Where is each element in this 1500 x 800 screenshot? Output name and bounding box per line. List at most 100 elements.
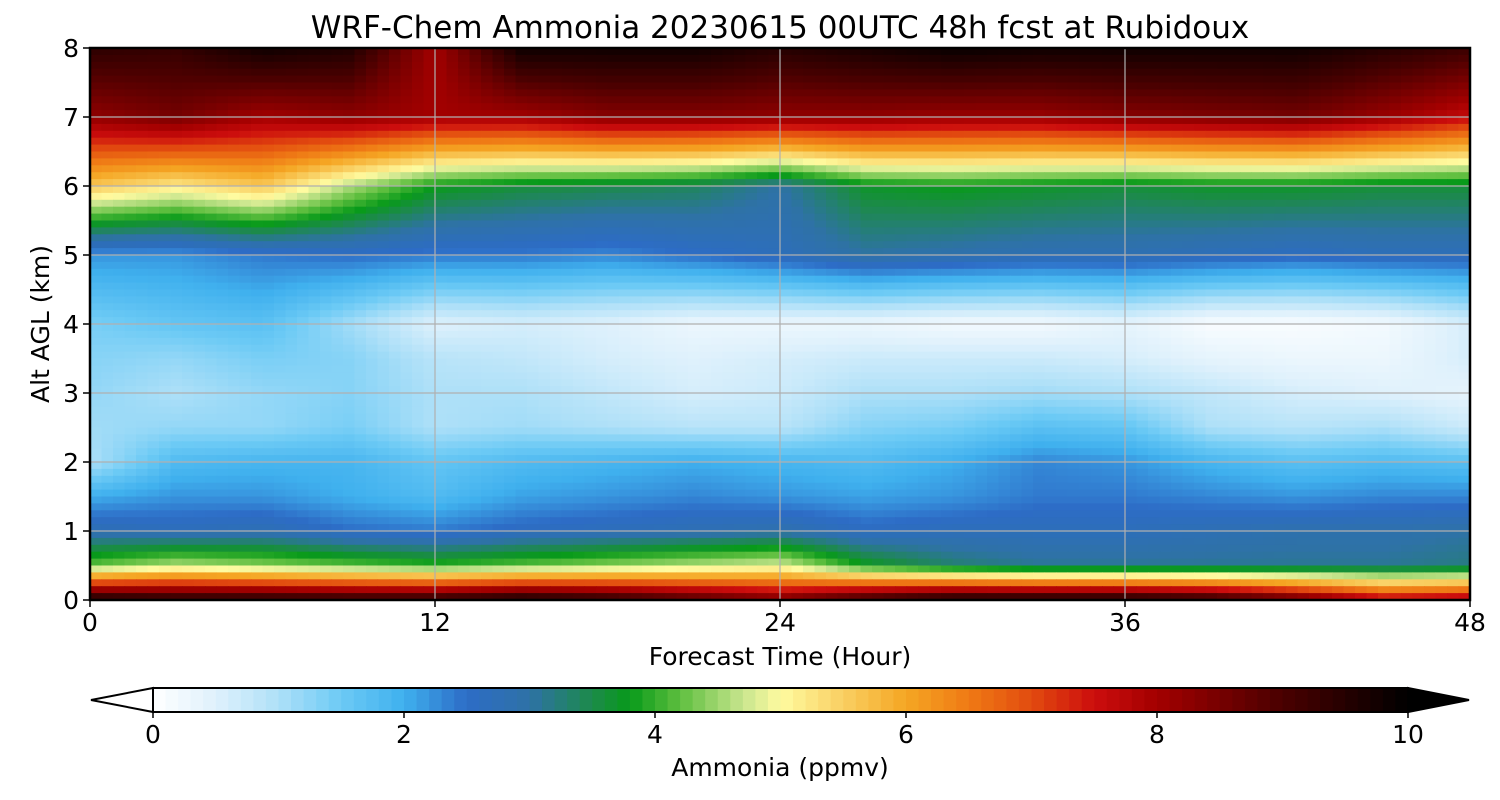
heatmap-cell xyxy=(803,206,816,215)
heatmap-cell xyxy=(1240,255,1253,263)
heatmap-cell xyxy=(331,324,344,332)
heatmap-cell xyxy=(757,186,770,194)
heatmap-cell xyxy=(849,282,862,291)
heatmap-cell xyxy=(1113,179,1126,187)
heatmap-cell xyxy=(170,303,183,311)
heatmap-cell xyxy=(205,117,218,125)
heatmap-cell xyxy=(1286,96,1299,104)
heatmap-cell xyxy=(297,82,310,90)
heatmap-cell xyxy=(1205,206,1218,215)
heatmap-cell xyxy=(1159,289,1172,297)
heatmap-cell xyxy=(124,103,137,111)
heatmap-cell xyxy=(941,220,954,228)
heatmap-cell xyxy=(987,89,1000,97)
heatmap-cell xyxy=(550,117,563,125)
heatmap-cell xyxy=(389,82,402,90)
heatmap-cell xyxy=(515,96,528,104)
heatmap-cell xyxy=(803,165,816,173)
heatmap-cell xyxy=(308,165,321,173)
heatmap-cell xyxy=(952,310,965,318)
heatmap-cell xyxy=(929,165,942,173)
heatmap-cell xyxy=(964,282,977,291)
heatmap-cell xyxy=(561,130,574,139)
heatmap-cell xyxy=(1424,234,1437,242)
heatmap-cell xyxy=(665,123,678,132)
heatmap-cell xyxy=(665,144,678,153)
heatmap-cell xyxy=(423,179,436,187)
heatmap-cell xyxy=(1010,172,1023,180)
heatmap-cell xyxy=(1401,199,1414,208)
heatmap-cell xyxy=(320,268,333,277)
heatmap-cell xyxy=(1194,48,1207,56)
heatmap-cell xyxy=(458,89,471,97)
heatmap-cell xyxy=(1021,54,1034,63)
heatmap-cell xyxy=(320,123,333,132)
heatmap-cell xyxy=(791,96,804,104)
heatmap-cell xyxy=(124,192,137,201)
heatmap-cell xyxy=(469,103,482,111)
heatmap-cell xyxy=(1205,234,1218,242)
heatmap-cell xyxy=(941,296,954,304)
heatmap-cell xyxy=(285,234,298,242)
heatmap-cell xyxy=(515,255,528,263)
heatmap-cell xyxy=(239,165,252,173)
heatmap-cell xyxy=(964,75,977,84)
heatmap-cell xyxy=(1194,61,1207,70)
heatmap-cell xyxy=(906,165,919,173)
heatmap-cell xyxy=(998,268,1011,277)
heatmap-cell xyxy=(895,54,908,63)
heatmap-cell xyxy=(1205,192,1218,201)
heatmap-cell xyxy=(1320,165,1333,173)
heatmap-cell xyxy=(699,75,712,84)
heatmap-cell xyxy=(987,268,1000,277)
heatmap-cell xyxy=(1125,227,1138,235)
heatmap-cell xyxy=(446,330,459,339)
heatmap-cell xyxy=(205,296,218,304)
heatmap-cell xyxy=(883,186,896,194)
heatmap-cell xyxy=(1401,317,1414,325)
heatmap-cell xyxy=(1021,89,1034,97)
heatmap-cell xyxy=(676,68,689,77)
heatmap-cell xyxy=(734,255,747,263)
heatmap-cell xyxy=(711,165,724,173)
heatmap-cell xyxy=(1309,303,1322,311)
heatmap-cell xyxy=(377,330,390,339)
heatmap-cell xyxy=(826,199,839,208)
heatmap-cell xyxy=(584,179,597,187)
heatmap-cell xyxy=(1067,186,1080,194)
heatmap-cell xyxy=(941,213,954,222)
heatmap-cell xyxy=(630,68,643,77)
heatmap-cell xyxy=(101,282,114,291)
heatmap-cell xyxy=(653,158,666,166)
heatmap-cell xyxy=(699,192,712,201)
heatmap-cell xyxy=(699,117,712,125)
heatmap-cell xyxy=(665,61,678,70)
heatmap-cell xyxy=(182,268,195,277)
heatmap-cell xyxy=(1309,179,1322,187)
heatmap-cell xyxy=(90,117,103,125)
heatmap-cell xyxy=(193,220,206,228)
heatmap-cell xyxy=(1435,303,1448,311)
heatmap-cell xyxy=(90,330,103,339)
heatmap-cell xyxy=(550,61,563,70)
heatmap-cell xyxy=(895,289,908,297)
heatmap-cell xyxy=(1240,317,1253,325)
heatmap-cell xyxy=(768,151,781,159)
heatmap-cell xyxy=(1263,75,1276,84)
heatmap-cell xyxy=(734,317,747,325)
heatmap-cell xyxy=(952,206,965,215)
heatmap-cell xyxy=(722,255,735,263)
heatmap-cell xyxy=(1010,54,1023,63)
heatmap-cell xyxy=(481,96,494,104)
heatmap-cell xyxy=(1286,172,1299,180)
heatmap-cell xyxy=(561,206,574,215)
heatmap-cell xyxy=(1090,172,1103,180)
heatmap-cell xyxy=(1412,179,1425,187)
heatmap-cell xyxy=(389,248,402,256)
heatmap-cell xyxy=(1297,123,1310,132)
heatmap-cell xyxy=(423,275,436,284)
heatmap-cell xyxy=(1263,324,1276,332)
heatmap-cell xyxy=(1309,172,1322,180)
heatmap-cell xyxy=(941,192,954,201)
heatmap-cell xyxy=(883,268,896,277)
